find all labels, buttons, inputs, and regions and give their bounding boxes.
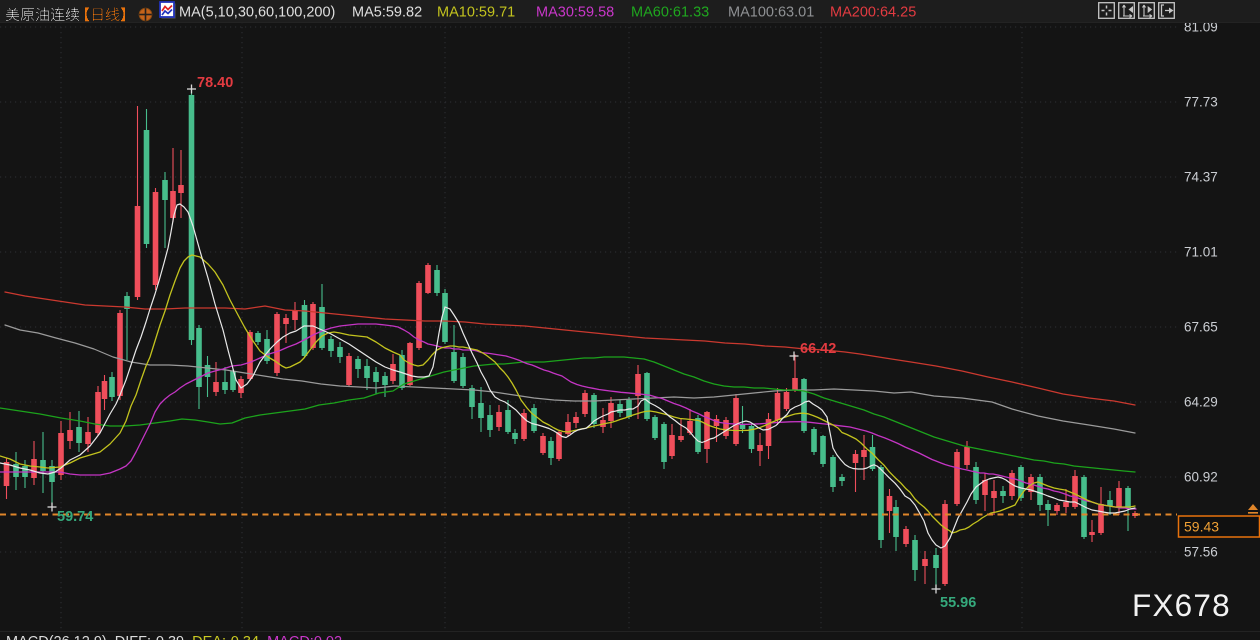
svg-text:55.96: 55.96 bbox=[940, 595, 976, 611]
svg-text:57.56: 57.56 bbox=[1184, 545, 1218, 560]
svg-text:59.74: 59.74 bbox=[57, 509, 93, 525]
svg-text:64.29: 64.29 bbox=[1184, 395, 1218, 410]
svg-text:74.37: 74.37 bbox=[1184, 170, 1218, 185]
svg-text:MA(5,10,30,60,100,200): MA(5,10,30,60,100,200) bbox=[179, 5, 335, 21]
svg-text:MA60:61.33: MA60:61.33 bbox=[631, 5, 709, 21]
svg-text:FX678: FX678 bbox=[1132, 587, 1231, 623]
svg-text:81.09: 81.09 bbox=[1184, 20, 1218, 35]
svg-text:66.42: 66.42 bbox=[800, 341, 836, 357]
svg-text:MA10:59.71: MA10:59.71 bbox=[437, 5, 515, 21]
svg-text:MA5:59.82: MA5:59.82 bbox=[352, 5, 422, 21]
svg-text:77.73: 77.73 bbox=[1184, 95, 1218, 110]
svg-text:MA30:59.58: MA30:59.58 bbox=[536, 5, 614, 21]
svg-text:MA100:63.01: MA100:63.01 bbox=[728, 5, 814, 21]
svg-text:71.01: 71.01 bbox=[1184, 245, 1218, 260]
svg-text:60.92: 60.92 bbox=[1184, 470, 1218, 485]
svg-text:67.65: 67.65 bbox=[1184, 320, 1218, 335]
svg-text:78.40: 78.40 bbox=[197, 75, 233, 91]
svg-text:MA200:64.25: MA200:64.25 bbox=[830, 5, 916, 21]
svg-text:59.43: 59.43 bbox=[1184, 519, 1219, 535]
